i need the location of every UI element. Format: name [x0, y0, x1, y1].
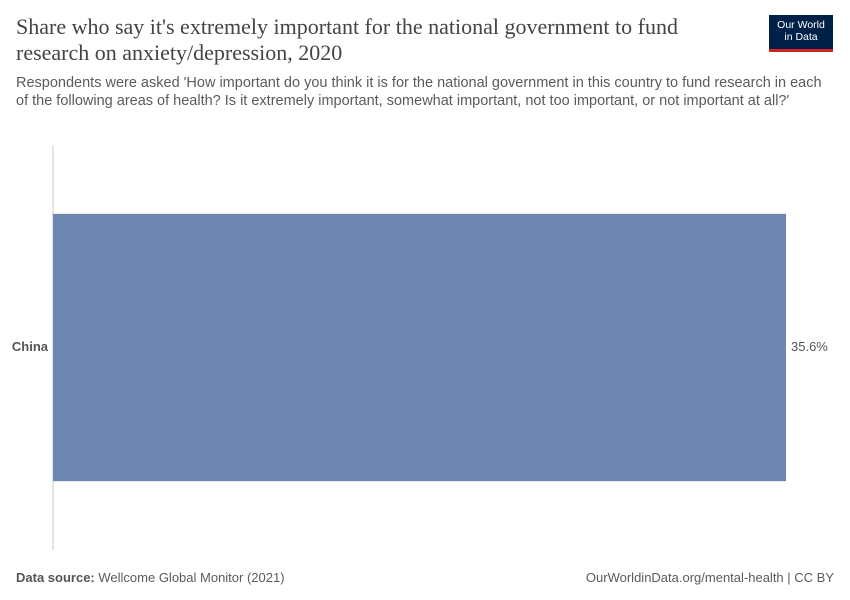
bar — [53, 213, 786, 482]
logo-line: in Data — [784, 31, 818, 43]
chart-title: Share who say it's extremely important f… — [16, 14, 678, 65]
source-label: Data source: — [16, 570, 95, 585]
category-label: China — [12, 339, 49, 354]
footer-link[interactable]: OurWorldinData.org/mental-health | CC BY — [585, 570, 834, 585]
value-label: 35.6% — [791, 339, 828, 354]
chart-subtitle: Respondents were asked 'How important do… — [16, 75, 822, 109]
logo[interactable]: Our World in Data — [769, 15, 833, 52]
chart: China 35.6% — [12, 145, 828, 550]
source: Data source: Wellcome Global Monitor (20… — [16, 570, 285, 585]
source-text[interactable]: Wellcome Global Monitor (2021) — [98, 570, 285, 585]
logo-line: Our World — [777, 19, 825, 31]
